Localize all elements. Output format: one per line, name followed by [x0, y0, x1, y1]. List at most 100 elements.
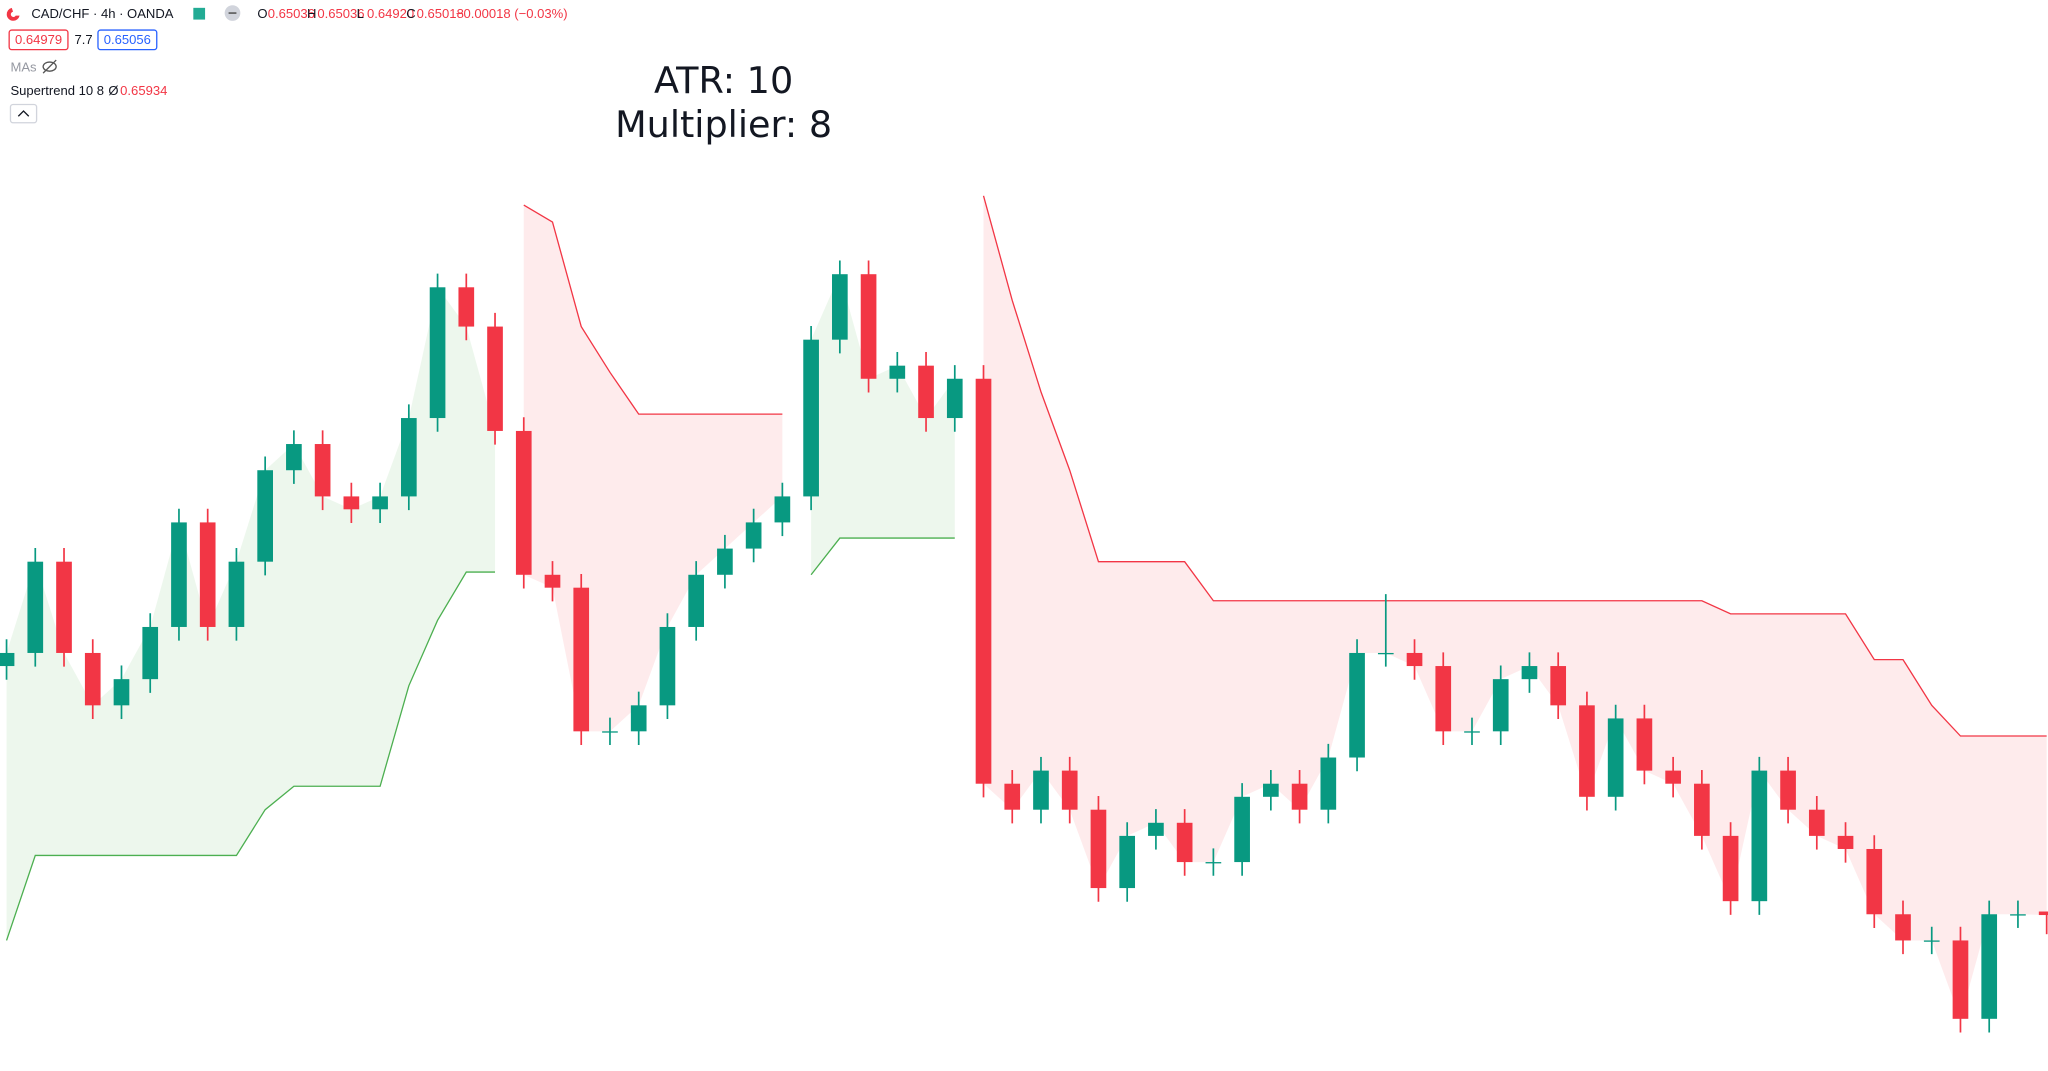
candle-body [2010, 914, 2026, 916]
candle-body [860, 274, 877, 379]
ohlc-label: L [357, 6, 364, 21]
collapse-button[interactable] [9, 103, 38, 124]
candle-body [1808, 809, 1825, 836]
candle-body [688, 574, 705, 627]
candle-body [84, 652, 101, 706]
plot [0, 195, 2048, 1033]
candle-body [573, 587, 590, 732]
candle-body [343, 496, 360, 510]
change: −0.00018 (−0.03%) [456, 6, 568, 21]
candle-body [1033, 770, 1049, 810]
candle-body [889, 365, 906, 379]
candle-body [1722, 835, 1739, 902]
ohlc-value: 0.65036 [268, 6, 315, 21]
candle-body [1837, 835, 1854, 849]
candle-body [56, 561, 72, 653]
candle-body [199, 522, 216, 627]
candle-body [27, 561, 44, 653]
ohlc-value: 0.64920 [367, 6, 414, 21]
candle-body [171, 522, 187, 627]
candle-body [1895, 914, 1911, 941]
candle-body [429, 287, 446, 419]
candle-body [774, 496, 791, 523]
flag-icon[interactable] [193, 7, 206, 20]
candle-body [1119, 835, 1136, 889]
visibility-slash [42, 59, 57, 74]
candle-body [1061, 770, 1078, 810]
indicator-symbol: Ø [108, 83, 118, 98]
spread: 7.7 [75, 32, 93, 47]
candle-body [372, 496, 388, 510]
candle-body [832, 274, 848, 340]
candle-body [946, 378, 963, 419]
candle-body [257, 470, 273, 562]
ohlc-label: H [307, 6, 316, 21]
collapse-icon [17, 110, 30, 117]
candle-body [1090, 809, 1107, 889]
indicator-value: 0.65934 [120, 83, 167, 98]
sell-button[interactable] [8, 29, 69, 51]
sell-price[interactable]: 0.64979 [15, 32, 62, 47]
candle-body [113, 679, 130, 706]
candle-body [1780, 770, 1796, 810]
candle-body [1665, 770, 1681, 784]
candle-body [918, 365, 934, 419]
candle-body [659, 626, 676, 706]
candle-body [1176, 822, 1193, 863]
candle-body [1579, 705, 1595, 797]
visibility-icon[interactable] [42, 61, 57, 72]
candle-body [487, 326, 503, 431]
candle-body [0, 652, 15, 667]
candle-body [1435, 666, 1452, 732]
candle-body [142, 626, 159, 680]
candle-body [1205, 862, 1222, 864]
candle-body [1521, 666, 1538, 680]
annotation-multiplier: Multiplier: 8 [615, 103, 832, 146]
candle-body [544, 574, 561, 588]
candle-body [1866, 848, 1883, 915]
candle-body [458, 287, 475, 327]
ohlc-value: 0.65036 [317, 6, 364, 21]
candle-body [1464, 731, 1480, 733]
supertrend-line [810, 537, 955, 576]
candle-body [286, 444, 302, 471]
candle-body [1377, 652, 1394, 655]
candle-body [1981, 914, 1998, 1019]
legend: CAD/CHF · 4h · OANDA −0.00018 (−0.03%) 0… [6, 5, 832, 146]
candle-body [228, 561, 245, 627]
candle-body [1234, 796, 1250, 863]
candle-body [1550, 666, 1567, 706]
candle-body [975, 378, 992, 784]
ohlc-label: C [406, 6, 415, 21]
trend-fill [811, 274, 955, 575]
trend-fill [6, 287, 496, 941]
annotation-atr: ATR: 10 [654, 59, 793, 102]
candle-body [1636, 718, 1653, 771]
candle-body [745, 522, 762, 549]
candle-body [400, 418, 417, 497]
candle-body [1291, 783, 1308, 810]
candle-body [803, 339, 819, 497]
trend-fill [983, 195, 2047, 1019]
candle-body [630, 705, 647, 732]
candle-body [1263, 783, 1279, 797]
candle-body [1148, 822, 1164, 836]
symbol[interactable]: CAD/CHF · 4h · OANDA [31, 6, 173, 21]
candle-body [314, 444, 331, 497]
candle-body [515, 430, 532, 575]
buy-price[interactable]: 0.65056 [104, 32, 151, 47]
ohlc-value: 0.65018 [417, 6, 464, 21]
buy-button[interactable] [97, 29, 158, 51]
supertrend-line [5, 571, 496, 941]
candle-body [717, 548, 733, 575]
ohlc-label: O [257, 6, 267, 21]
candle-body [1694, 783, 1710, 836]
mas-label[interactable]: MAs [10, 59, 37, 74]
candle-body [1952, 940, 1969, 1019]
candle-body [602, 731, 618, 733]
candle-body [1406, 652, 1423, 667]
logo [6, 7, 20, 21]
indicator-name[interactable]: Supertrend 10 8 [10, 83, 104, 98]
